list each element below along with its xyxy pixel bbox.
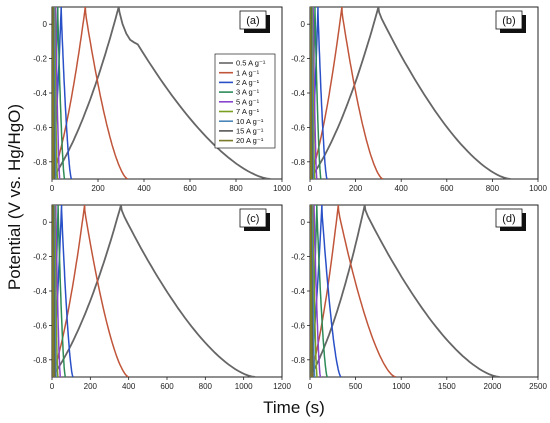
series-group xyxy=(310,7,511,179)
panel-label: (c) xyxy=(247,213,260,225)
x-tick-label: 1200 xyxy=(273,382,291,391)
x-tick-label: 800 xyxy=(486,184,500,193)
x-tick-label: 600 xyxy=(183,184,197,193)
y-tick-label: -0.8 xyxy=(291,158,305,167)
y-tick-label: -0.2 xyxy=(291,253,305,262)
x-tick-label: 1000 xyxy=(235,382,253,391)
x-tick-label: 800 xyxy=(199,382,213,391)
x-tick-label: 200 xyxy=(84,382,98,391)
gcd-curve xyxy=(310,7,313,179)
y-tick-label: -0.4 xyxy=(33,287,47,296)
y-tick-label: -0.6 xyxy=(291,123,305,132)
legend-entry: 15 A g⁻¹ xyxy=(236,127,264,136)
panel-a: 0 200 400 600 800 1000 0 -0.2 -0.4 -0.6 -0.8 (a) 0.5… xyxy=(33,6,291,193)
x-tick-label: 400 xyxy=(137,184,151,193)
gcd-curve xyxy=(310,205,500,377)
x-tick-label: 1000 xyxy=(392,382,410,391)
panel-label: (d) xyxy=(502,213,515,225)
gcd-curve xyxy=(52,7,271,179)
legend: 0.5 A g⁻¹1 A g⁻¹2 A g⁻¹3 A g⁻¹5 A g⁻¹7 A… xyxy=(214,53,276,149)
panel-label-shadow xyxy=(500,29,526,33)
panel-label: (a) xyxy=(246,15,259,27)
panel-label-shadow xyxy=(522,15,526,33)
y-tick-label: -0.8 xyxy=(33,356,47,365)
panel-label-shadow xyxy=(500,227,526,231)
panel-label-shadow xyxy=(266,213,270,231)
y-tick-label: -0.6 xyxy=(291,321,305,330)
y-tick-label: -0.6 xyxy=(33,123,47,132)
x-tick-label: 400 xyxy=(395,184,409,193)
x-tick-label: 1500 xyxy=(438,382,456,391)
panel-label-shadow xyxy=(522,213,526,231)
y-tick-label: 0 xyxy=(301,218,306,227)
gcd-curve xyxy=(52,205,256,377)
y-tick-label: -0.4 xyxy=(33,89,47,98)
gcd-curve xyxy=(52,7,129,179)
panel-label-box: (a) xyxy=(239,10,270,33)
panel-label-shadow xyxy=(244,29,270,33)
x-tick-label: 600 xyxy=(440,184,454,193)
gcd-curve xyxy=(52,205,55,377)
gcd-curve xyxy=(310,205,313,377)
gcd-curve xyxy=(52,7,55,179)
x-tick-label: 0 xyxy=(308,382,313,391)
panel-label-shadow xyxy=(266,15,270,33)
x-tick-label: 200 xyxy=(349,184,363,193)
gcd-curve xyxy=(310,7,384,179)
series-group xyxy=(52,205,256,377)
y-tick-label: -0.6 xyxy=(33,321,47,330)
x-tick-label: 600 xyxy=(160,382,174,391)
panel-label-box: (c) xyxy=(239,208,270,231)
x-axis-label: Time (s) xyxy=(263,398,325,417)
x-tick-label: 800 xyxy=(229,184,243,193)
legend-entry: 1 A g⁻¹ xyxy=(236,68,260,77)
x-tick-label: 0 xyxy=(308,184,313,193)
y-tick-label: -0.4 xyxy=(291,89,305,98)
panel-c: 0 200 400 600 800 1000 1200 0 -0.2 -0.4 -0.6 -0.8 (c… xyxy=(33,204,291,391)
panel-label: (b) xyxy=(502,15,515,27)
y-tick-label: -0.8 xyxy=(33,158,47,167)
y-tick-label: -0.2 xyxy=(291,55,305,64)
y-tick-label: 0 xyxy=(43,218,48,227)
legend-entry: 3 A g⁻¹ xyxy=(236,88,260,97)
y-tick-label: 0 xyxy=(301,20,306,29)
panel-label-shadow xyxy=(244,227,270,231)
y-axis-label: Potential (V vs. Hg/HgO) xyxy=(5,104,24,290)
x-tick-label: 0 xyxy=(50,184,55,193)
legend-entry: 7 A g⁻¹ xyxy=(236,107,260,116)
legend-entry: 20 A g⁻¹ xyxy=(236,136,264,145)
panel-d: 0 500 1000 1500 2000 2500 0 -0.2 -0.4 -0.6 -0.8 (d) xyxy=(291,204,547,391)
series-group xyxy=(310,205,500,377)
x-tick-label: 500 xyxy=(349,382,363,391)
legend-entry: 10 A g⁻¹ xyxy=(236,117,264,126)
panel-b: 0 200 400 600 800 1000 0 -0.2 -0.4 -0.6 -0.8 (b) xyxy=(291,6,547,193)
panel-label-box: (b) xyxy=(495,10,526,33)
x-tick-label: 1000 xyxy=(529,184,547,193)
x-tick-label: 200 xyxy=(91,184,105,193)
y-tick-label: -0.2 xyxy=(33,55,47,64)
y-tick-label: -0.4 xyxy=(291,287,305,296)
x-tick-label: 2500 xyxy=(529,382,547,391)
x-tick-label: 2000 xyxy=(484,382,502,391)
gcd-curve xyxy=(310,205,396,377)
x-tick-label: 1000 xyxy=(273,184,291,193)
x-tick-label: 400 xyxy=(122,382,136,391)
legend-entry: 2 A g⁻¹ xyxy=(236,78,260,87)
series-group xyxy=(52,7,271,179)
y-tick-label: -0.8 xyxy=(291,356,305,365)
y-tick-label: 0 xyxy=(43,20,48,29)
legend-entry: 0.5 A g⁻¹ xyxy=(236,59,266,68)
gcd-curve xyxy=(310,7,511,179)
panels: 0 200 400 600 800 1000 0 -0.2 -0.4 -0.6 -0.8 (a) 0.5… xyxy=(33,6,547,391)
panel-label-box: (d) xyxy=(495,208,526,231)
x-tick-label: 0 xyxy=(50,382,55,391)
y-tick-label: -0.2 xyxy=(33,253,47,262)
legend-entry: 5 A g⁻¹ xyxy=(236,97,260,106)
